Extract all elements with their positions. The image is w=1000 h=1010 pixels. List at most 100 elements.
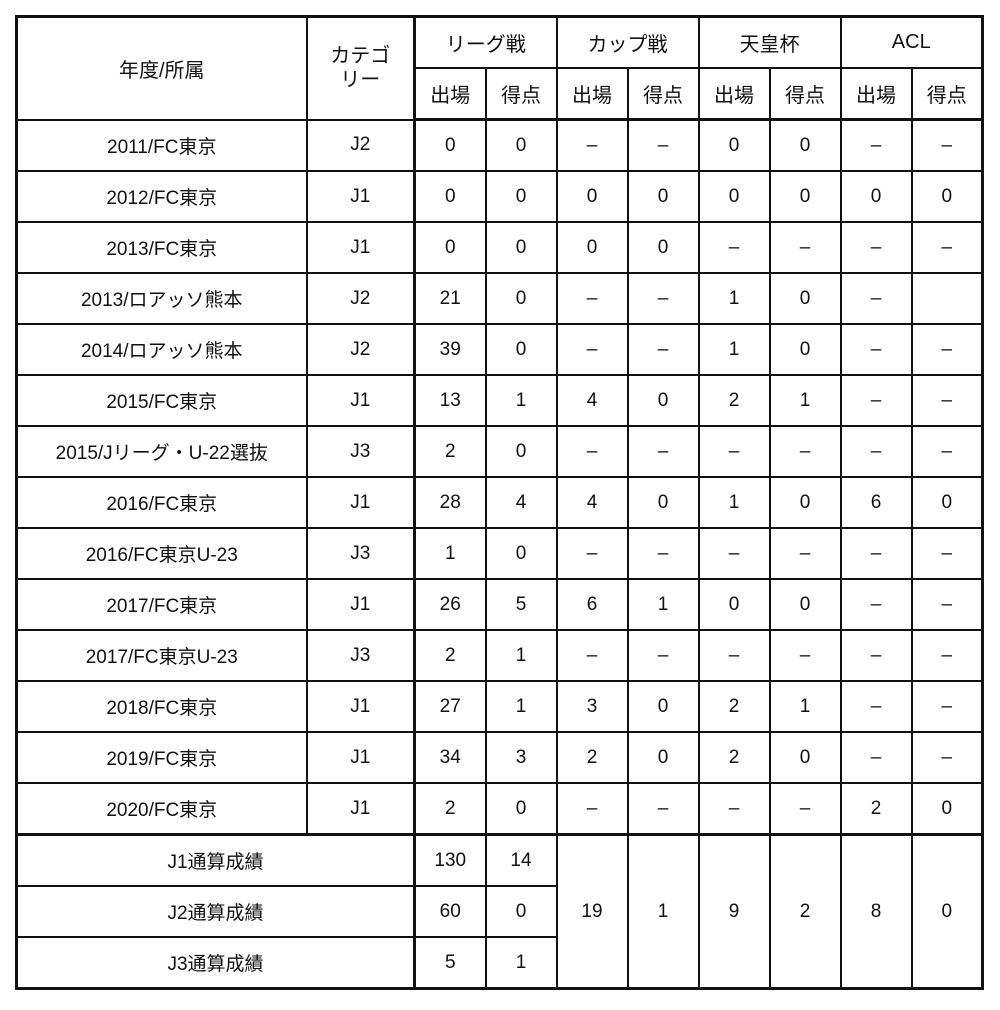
table-row: 2015/Jリーグ・U-22選抜 J3 2 0– – – – – –: [15, 425, 984, 478]
goals-cell: 3: [484, 731, 558, 784]
category-cell: J1: [305, 782, 416, 836]
league-goals-total: 0: [484, 885, 558, 938]
apps-cell: 2: [839, 782, 913, 836]
league-goals-total: 14: [484, 833, 558, 887]
team-cell: 2012/FC東京: [15, 170, 308, 223]
category-cell: J1: [305, 578, 416, 631]
goals-cell: 0: [484, 782, 558, 836]
goals-cell: –: [768, 527, 842, 580]
goals-cell: 0: [626, 374, 700, 427]
apps-cell: 3: [555, 680, 629, 733]
team-cell: 2016/FC東京: [15, 476, 308, 529]
goals-cell: –: [910, 527, 984, 580]
goals-cell: –: [626, 272, 700, 325]
goals-cell: 0: [626, 221, 700, 274]
apps-cell: 2: [697, 374, 771, 427]
goals-cell: –: [910, 578, 984, 631]
totals-label: J1通算成績: [15, 833, 416, 887]
category-cell: J2: [305, 272, 416, 325]
goals-cell: 0: [910, 170, 984, 223]
goals-cell: 0: [910, 782, 984, 836]
goals-cell: 0: [768, 118, 842, 172]
apps-cell: –: [839, 527, 913, 580]
goals-cell: –: [626, 629, 700, 682]
goals-cell: –: [626, 118, 700, 172]
goals-cell: 0: [768, 578, 842, 631]
apps-cell: 4: [555, 476, 629, 529]
totals-row: J2通算成績 60 0: [15, 885, 983, 938]
apps-cell: –: [697, 527, 771, 580]
goals-cell: –: [910, 629, 984, 682]
apps-cell: –: [555, 118, 629, 172]
table-row: 2015/FC東京 J1 13 1 4 0 2 1– –: [15, 374, 984, 427]
goals-cell: 0: [626, 731, 700, 784]
category-cell: J1: [305, 374, 416, 427]
table-row: 2012/FC東京 J1 0 0 0 0 0 0 0 0: [15, 170, 984, 223]
table-row: 2017/FC東京U-23 J3 2 1– – – – – –: [15, 629, 984, 682]
goals-cell: –: [768, 221, 842, 274]
category-cell: J2: [305, 118, 416, 172]
goals-cell: –: [626, 527, 700, 580]
goals-cell: 1: [484, 680, 558, 733]
apps-cell: 6: [839, 476, 913, 529]
apps-cell: –: [697, 629, 771, 682]
goals-cell: 0: [626, 170, 700, 223]
apps-cell: 0: [413, 118, 487, 172]
apps-cell: 2: [413, 782, 487, 836]
team-cell: 2013/FC東京: [15, 221, 308, 274]
category-cell: J1: [305, 731, 416, 784]
table-row: 2016/FC東京 J1 28 4 4 0 1 0 6 0: [15, 476, 984, 529]
apps-cell: –: [839, 731, 913, 784]
apps-total: 9: [697, 833, 771, 990]
goals-cell: –: [768, 425, 842, 478]
apps-cell: –: [839, 578, 913, 631]
header-apps: 出場: [697, 67, 771, 121]
table-row: 2011/FC東京 J2 0 0– –0 0– –: [15, 118, 984, 172]
goals-total: 0: [910, 833, 984, 990]
goals-cell: –: [910, 374, 984, 427]
category-cell: J1: [305, 221, 416, 274]
team-cell: 2013/ロアッソ熊本: [15, 272, 308, 325]
apps-cell: 28: [413, 476, 487, 529]
apps-cell: 0: [555, 221, 629, 274]
apps-cell: –: [839, 629, 913, 682]
apps-cell: 0: [839, 170, 913, 223]
goals-cell: 0: [768, 272, 842, 325]
category-cell: J1: [305, 680, 416, 733]
goals-cell: 0: [626, 680, 700, 733]
table-row: 2019/FC東京 J1 34 3 2 0 2 0– –: [15, 731, 984, 784]
apps-cell: 34: [413, 731, 487, 784]
team-cell: 2017/FC東京: [15, 578, 308, 631]
goals-cell: –: [768, 629, 842, 682]
goals-cell: –: [626, 782, 700, 836]
apps-cell: –: [555, 629, 629, 682]
team-cell: 2019/FC東京: [15, 731, 308, 784]
goals-cell: –: [910, 731, 984, 784]
category-cell: J3: [305, 527, 416, 580]
table-row: 2013/ロアッソ熊本 J2 21 0– –1 0–: [15, 272, 984, 325]
team-cell: 2018/FC東京: [15, 680, 308, 733]
goals-cell: –: [910, 323, 984, 376]
header-team: 年度/所属: [15, 15, 308, 121]
goals-cell: 0: [484, 221, 558, 274]
apps-cell: 27: [413, 680, 487, 733]
category-cell: J3: [305, 425, 416, 478]
goals-cell: 0: [484, 272, 558, 325]
league-apps-total: 60: [413, 885, 487, 938]
goals-cell: 4: [484, 476, 558, 529]
goals-cell: –: [768, 782, 842, 836]
header-league: リーグ戦: [413, 15, 558, 69]
header-cup: カップ戦: [555, 15, 700, 69]
apps-cell: 2: [697, 680, 771, 733]
league-apps-total: 5: [413, 936, 487, 990]
header-acl: ACL: [839, 15, 984, 69]
goals-cell: 0: [484, 527, 558, 580]
header-apps: 出場: [413, 67, 487, 121]
apps-cell: 1: [697, 272, 771, 325]
apps-cell: 39: [413, 323, 487, 376]
goals-cell: 1: [484, 629, 558, 682]
apps-cell: –: [555, 425, 629, 478]
goals-cell: 0: [484, 118, 558, 172]
totals-label: J2通算成績: [15, 885, 416, 938]
goals-cell: –: [910, 221, 984, 274]
